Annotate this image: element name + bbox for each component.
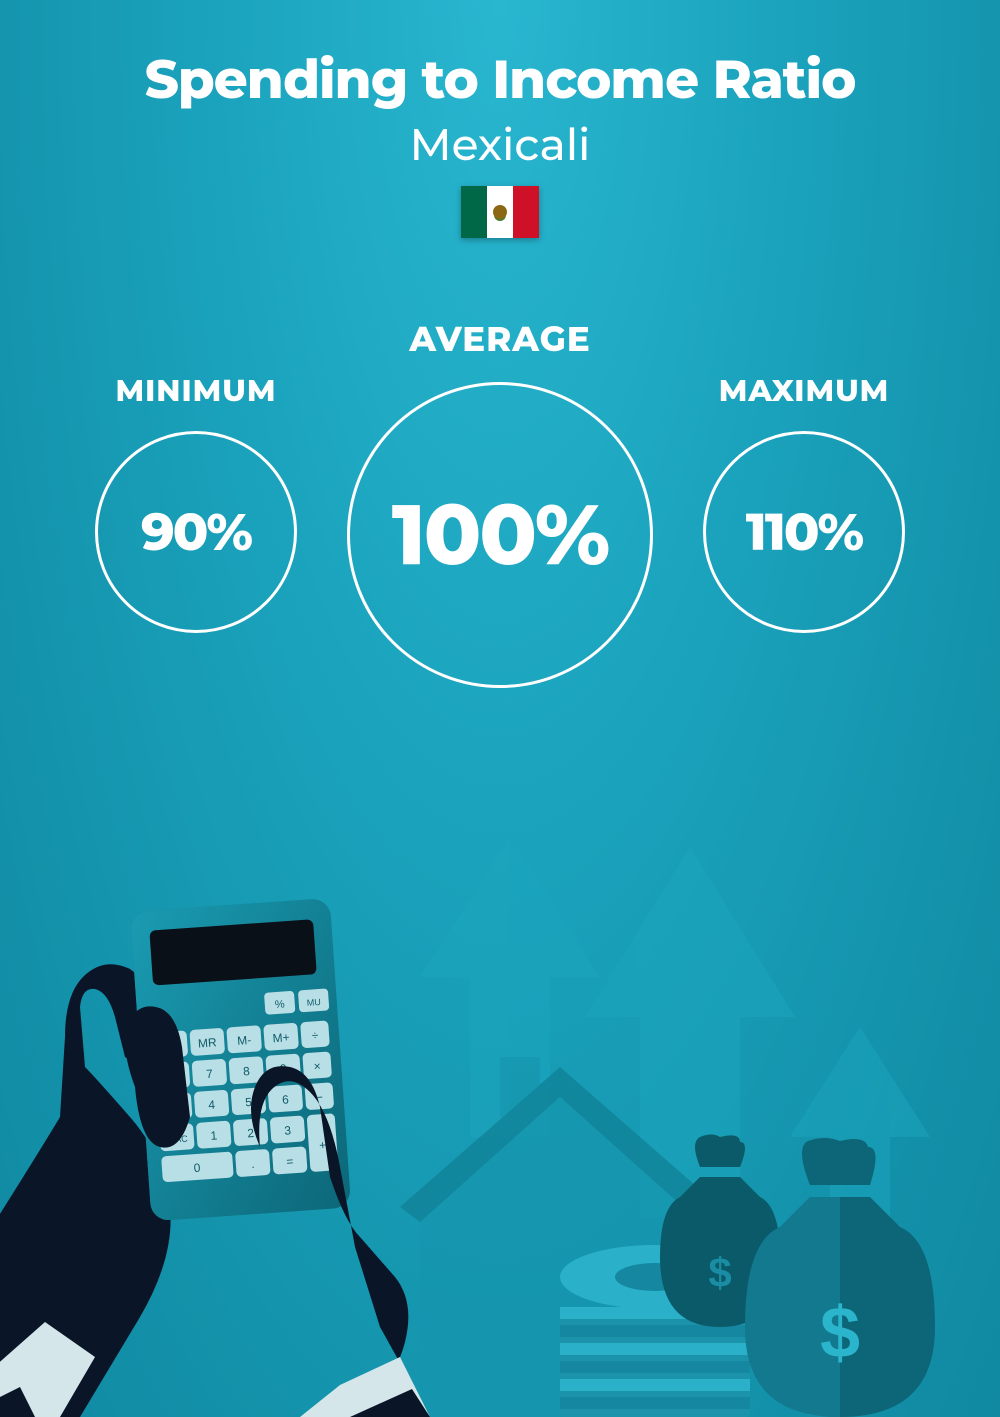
svg-text:2: 2 bbox=[247, 1126, 255, 1140]
svg-text:×: × bbox=[313, 1059, 321, 1073]
svg-text:MC: MC bbox=[161, 1038, 181, 1053]
svg-text:MU: MU bbox=[306, 997, 321, 1008]
svg-text:$: $ bbox=[708, 1249, 731, 1296]
svg-text:7: 7 bbox=[206, 1067, 214, 1081]
stat-minimum-value: 90% bbox=[141, 501, 251, 564]
cash-stack-icon bbox=[560, 1245, 750, 1417]
svg-text:MR: MR bbox=[198, 1035, 218, 1050]
stat-average-label: AVERAGE bbox=[409, 318, 590, 360]
svg-text:9: 9 bbox=[279, 1061, 287, 1075]
moneybag-large-icon: $ bbox=[745, 1138, 935, 1417]
stat-average-value: 100% bbox=[392, 484, 608, 586]
flag-stripe-green bbox=[461, 186, 487, 238]
svg-text:=: = bbox=[286, 1154, 294, 1168]
flag-emblem bbox=[493, 205, 507, 219]
stat-minimum: MINIMUM 90% bbox=[95, 372, 297, 633]
svg-text:1: 1 bbox=[210, 1128, 218, 1142]
stat-average: AVERAGE 100% bbox=[347, 318, 653, 688]
svg-text:÷: ÷ bbox=[311, 1028, 319, 1042]
stat-maximum: MAXIMUM 110% bbox=[703, 372, 905, 633]
stat-maximum-ring: 110% bbox=[703, 431, 905, 633]
hands-calculator-icon: % MU MC MR M- M+ ÷ +/- 7 8 9 × bbox=[0, 898, 430, 1417]
svg-text:0: 0 bbox=[193, 1161, 201, 1175]
svg-text:%: % bbox=[275, 998, 286, 1011]
svg-text:M-: M- bbox=[237, 1033, 252, 1048]
stat-minimum-ring: 90% bbox=[95, 431, 297, 633]
svg-text:−: − bbox=[315, 1090, 323, 1104]
stat-maximum-value: 110% bbox=[746, 501, 862, 564]
svg-text:+: + bbox=[319, 1138, 327, 1152]
mexico-flag-icon bbox=[461, 186, 539, 238]
svg-text:C/AC: C/AC bbox=[166, 1134, 189, 1146]
svg-text:.: . bbox=[251, 1157, 255, 1171]
arrow-icon bbox=[420, 837, 930, 1277]
stat-minimum-label: MINIMUM bbox=[116, 372, 277, 409]
flag-stripe-red bbox=[513, 186, 539, 238]
svg-text:M+: M+ bbox=[272, 1030, 290, 1045]
page-subtitle: Mexicali bbox=[0, 118, 1000, 172]
svg-text:6: 6 bbox=[282, 1092, 290, 1106]
infographic-canvas: Spending to Income Ratio Mexicali MINIMU… bbox=[0, 0, 1000, 1417]
bottom-illustration: $ $ % MU bbox=[0, 717, 1000, 1417]
svg-text:▸: ▸ bbox=[171, 1100, 178, 1114]
stat-average-ring: 100% bbox=[347, 382, 653, 688]
svg-text:5: 5 bbox=[245, 1095, 253, 1109]
svg-text:3: 3 bbox=[284, 1123, 292, 1137]
svg-text:4: 4 bbox=[208, 1098, 216, 1112]
svg-text:8: 8 bbox=[243, 1064, 251, 1078]
svg-text:$: $ bbox=[820, 1293, 860, 1373]
stat-maximum-label: MAXIMUM bbox=[719, 372, 890, 409]
stats-row: MINIMUM 90% AVERAGE 100% MAXIMUM 110% bbox=[0, 318, 1000, 688]
page-title: Spending to Income Ratio bbox=[0, 0, 1000, 112]
flag-stripe-white bbox=[487, 186, 513, 238]
house-icon bbox=[400, 1057, 720, 1417]
svg-text:+/-: +/- bbox=[165, 1069, 180, 1084]
moneybag-small-back-icon: $ bbox=[660, 1135, 780, 1328]
